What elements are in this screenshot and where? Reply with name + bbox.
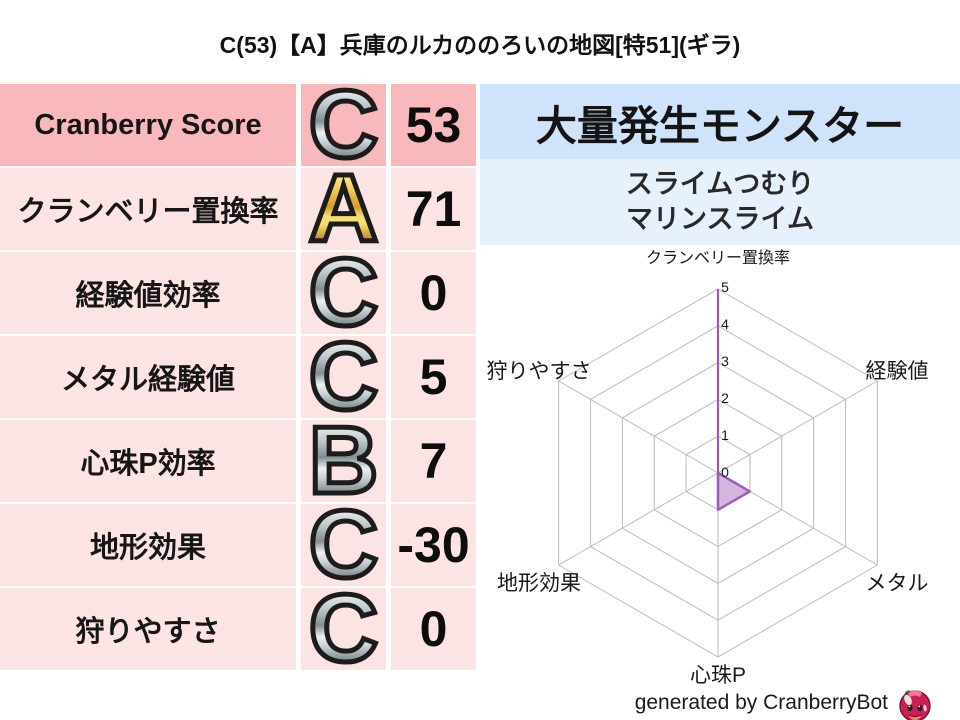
svg-text:狩りやすさ: 狩りやすさ xyxy=(487,360,592,383)
svg-text:3: 3 xyxy=(721,353,729,369)
svg-text:地形効果: 地形効果 xyxy=(497,572,581,595)
svg-text:generated by CranberryBot: generated by CranberryBot xyxy=(635,691,888,714)
svg-text:0: 0 xyxy=(721,464,729,480)
svg-text:4: 4 xyxy=(721,316,729,332)
svg-text:心珠P: 心珠P xyxy=(690,664,746,687)
svg-text:メタル: メタル xyxy=(866,572,929,595)
svg-text:クランベリー置換率: クランベリー置換率 xyxy=(646,249,790,267)
svg-text:5: 5 xyxy=(721,279,729,295)
svg-text:経験値: 経験値 xyxy=(866,360,929,383)
svg-text:2: 2 xyxy=(721,390,729,406)
svg-text:1: 1 xyxy=(721,427,729,443)
